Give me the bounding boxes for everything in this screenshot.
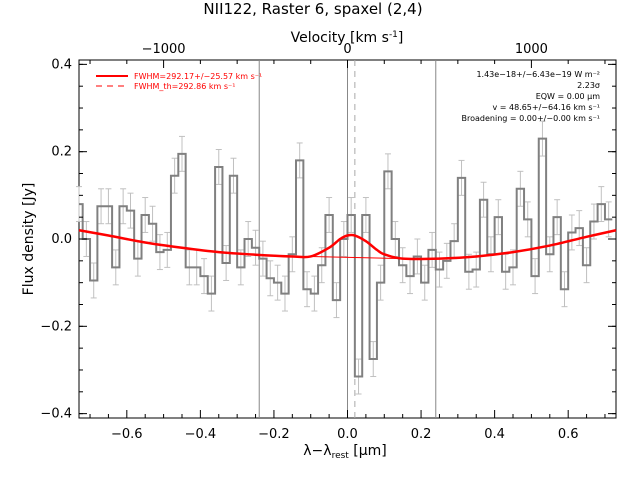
chart-title: NII122, Raster 6, spaxel (2,4) xyxy=(203,0,422,18)
top-axis-label-end: ] xyxy=(398,30,403,46)
fit-curve xyxy=(78,229,617,261)
x-axis-label: λ−λrest [μm] xyxy=(303,443,387,461)
x-axis-label-sub: rest xyxy=(332,451,350,461)
y-tick-label: −0.4 xyxy=(40,407,72,422)
y-tick-label: −0.2 xyxy=(40,319,72,334)
x-tick-label: −0.4 xyxy=(185,427,217,442)
legend: FWHM=292.17+/−25.57 km s⁻¹ FWHM_th=292.8… xyxy=(96,72,262,91)
spectrum-line xyxy=(79,137,613,378)
legend-fit-label: FWHM=292.17+/−25.57 km s⁻¹ xyxy=(134,72,262,81)
annotation-sigma: 2.23σ xyxy=(577,81,600,90)
x-tick-label: −0.2 xyxy=(258,427,290,442)
top-tick-label: 1000 xyxy=(515,42,548,57)
top-tick-label: −1000 xyxy=(142,42,186,57)
y-tick-label: 0.0 xyxy=(51,232,72,247)
x-tick-label: 0.6 xyxy=(558,427,579,442)
x-tick-label: 0.2 xyxy=(411,427,432,442)
fit-baseline xyxy=(310,255,403,260)
y-tick-label: 0.4 xyxy=(51,57,72,72)
top-tick-label: 0 xyxy=(343,42,351,57)
annotation-flux: 1.43e−18+/−6.43e−19 W m⁻² xyxy=(476,70,600,79)
top-axis-label-sup: -1 xyxy=(389,30,398,40)
top-axis-label: Velocity [km s-1] xyxy=(291,30,404,46)
y-axis-label: Flux density [Jy] xyxy=(21,183,37,296)
x-tick-label: −0.6 xyxy=(111,427,143,442)
annotation-velocity: v = 48.65+/−64.16 km s⁻¹ xyxy=(492,103,600,112)
legend-fit-th-label: FWHM_th=292.86 km s⁻¹ xyxy=(134,82,235,91)
x-tick-label: 0.4 xyxy=(484,427,505,442)
annotation-broadening: Broadening = 0.00+/−0.00 km s⁻¹ xyxy=(462,114,600,123)
y-tick-label: 0.2 xyxy=(51,145,72,160)
annotation-eqw: EQW = 0.00 μm xyxy=(536,92,600,101)
x-tick-label: 0.0 xyxy=(337,427,358,442)
x-axis-label-unit: [μm] xyxy=(349,443,387,459)
annotation-block: 1.43e−18+/−6.43e−19 W m⁻² 2.23σ EQW = 0.… xyxy=(462,70,601,123)
